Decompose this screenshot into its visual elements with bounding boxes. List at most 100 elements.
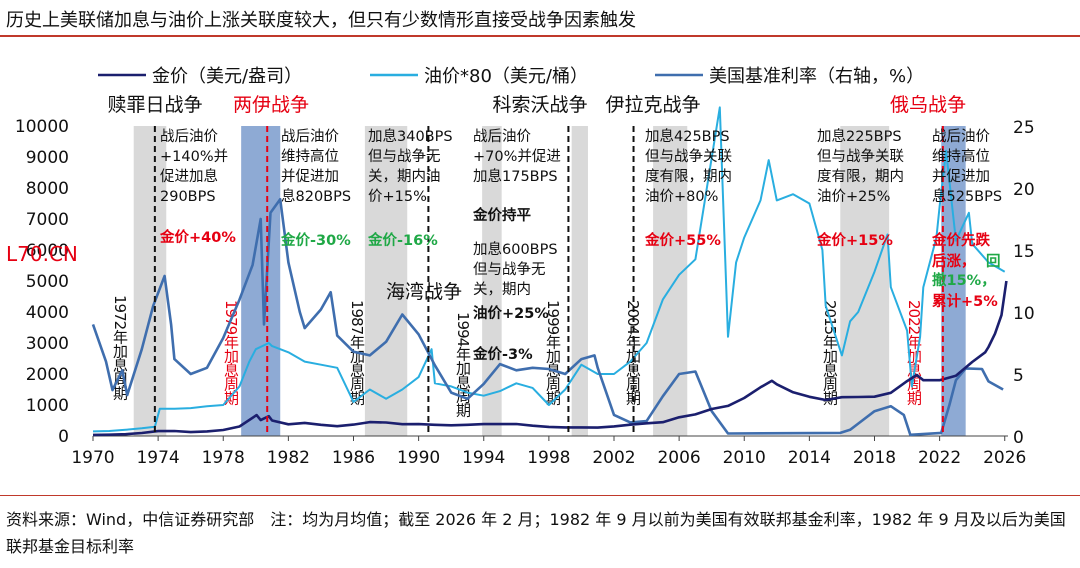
war-title: 科索沃战争 [492,94,587,116]
y-right-tick-label: 15 [1013,242,1035,262]
x-tick-label: 2022 [918,448,961,468]
x-tick-label: 2014 [788,448,831,468]
gold-change-label: 累计+5% [932,292,998,310]
x-tick-label: 2002 [592,448,635,468]
y-left-tick-label: 8000 [26,179,69,199]
source-note: 资料来源：Wind，中信证券研究部 注：均为月均值；截至 2026 年 2 月；… [6,510,1066,556]
x-tick-label: 1990 [397,448,440,468]
y-left-tick-label: 5000 [26,272,69,292]
hike-band [133,126,167,436]
annotation-text: 息525BPS [932,188,1002,205]
cycle-label: 2022年加息周期 [905,300,923,406]
annotation-text: 价+15% [368,189,427,205]
annotation-text: +140%并 [160,148,228,165]
y-right-tick-label: 25 [1013,118,1035,138]
cycle-label: 1979年加息周期 [222,300,240,406]
annotation-text: 息820BPS [281,188,351,205]
legend-label: 美国基准利率（右轴，%） [709,66,924,87]
annotation-text: 加息340BPS [368,128,453,145]
y-right-tick-label: 10 [1013,304,1035,324]
annotation-text: 并促进加 [281,168,339,185]
y-right-tick-label: 0 [1013,428,1024,448]
y-left-tick-label: 9000 [26,148,69,168]
series-line [92,280,1008,437]
war-title: 俄乌战争 [890,94,966,116]
gold-change-label: 金价+40% [159,228,236,246]
annotation-text: 战后油价 [281,128,339,145]
annotation-text: 维持高位 [281,148,339,165]
series-line [91,197,1004,437]
gold-change-label: 金价+15% [816,231,893,249]
war-title: 伊拉克战争 [605,94,700,116]
annotation-text: 战后油价 [932,128,990,145]
annotation-text: 但与战争关联 [645,147,732,165]
gold-change-label: 金价-30% [280,231,351,249]
gold-change-label: 金价+55% [644,231,721,249]
y-left-tick-label: 0 [58,427,69,447]
legend-label: 金价（美元/盎司） [152,66,302,87]
gold-change-label: 金价先跌 [931,231,990,249]
x-tick-label: 2018 [853,448,896,468]
annotation-text: 战后油价 [160,128,218,145]
legend-label: 油价*80（美元/桶） [424,66,588,87]
war-title: 两伊战争 [233,94,309,116]
annotation-text: 度有限，期内 [645,168,732,185]
hike-band [364,126,408,436]
x-tick-label: 2010 [723,448,766,468]
annotation-text: 但与战争无 [473,260,546,278]
gold-change-label: 后涨， [932,253,976,270]
x-tick-label: 1998 [527,448,570,468]
y-right-tick-label: 5 [1013,366,1024,386]
y-left-tick-label: 4000 [26,303,69,323]
legend: 金价（美元/盎司） 油价*80（美元/桶） 美国基准利率（右轴，%） [98,66,924,87]
title-divider [0,35,1080,37]
annotation-text: 关，期内 [473,281,531,298]
x-tick-label: 1970 [71,448,114,468]
annotation-text: 维持高位 [932,148,990,165]
chart-title: 历史上美联储加息与油价上涨关联度较大，但只有少数情形直接受战争因素触发 [6,10,636,31]
y-left-tick-label: 6000 [26,241,69,261]
hike-band [840,126,890,436]
annotation-text: 促进加息 [160,168,218,185]
gold-change-label: 撤15%， [932,271,996,289]
annotation-text: +70%并促进 [473,148,561,165]
hike-band [482,126,502,436]
x-tick-label: 2026 [983,448,1026,468]
annotation-text: 度有限，期内 [817,168,904,185]
cycle-label: 2015年加息周期 [821,300,839,406]
y-right-tick-label: 20 [1013,180,1035,200]
annotation-text: 加息225BPS [817,128,902,145]
annotation-text: 但与战争无 [368,147,441,165]
cycle-label: 1994年加息周期 [454,312,472,418]
gold-change-label: 回 [986,253,1001,270]
series-lines [91,106,1008,437]
hike-band [571,126,588,436]
x-tick-label: 1974 [136,448,179,468]
annotation-text: 战后油价 [473,128,531,145]
y-left-tick-label: 1000 [26,396,69,416]
annotation-text: 加息425BPS [645,128,730,145]
war-title: 赎罪日战争 [107,94,202,116]
series-line [92,106,1006,433]
watermark: L70.CN [6,242,78,266]
annotation-text: 290BPS [160,189,216,205]
axes: 1970 1974 1978 1982 1986 1990 1994 1998 2002 20 0 6… [15,117,1035,468]
gold-change-label: 金价-16% [367,231,438,249]
y-left-tick-label: 7000 [26,210,69,230]
annotation-text: 加息600BPS [473,241,558,258]
x-tick-label: 1982 [267,448,310,468]
x-tick-label: 1978 [202,448,245,468]
footer-divider [0,495,1080,496]
war-band [941,126,966,436]
cycle-label: 1999年加息周期 [544,300,562,406]
annotation-text: 但与战争关联 [817,147,904,165]
cycle-label: 2004年加息周期 [624,300,642,406]
x-tick-label: 1994 [462,448,505,468]
y-left-tick-label: 10000 [15,117,69,137]
x-tick-label: 1986 [332,448,375,468]
annotation-text: 油价+25% [817,188,890,205]
y-left-tick-label: 3000 [26,334,69,354]
annotation-text: 并促进加 [932,168,990,185]
